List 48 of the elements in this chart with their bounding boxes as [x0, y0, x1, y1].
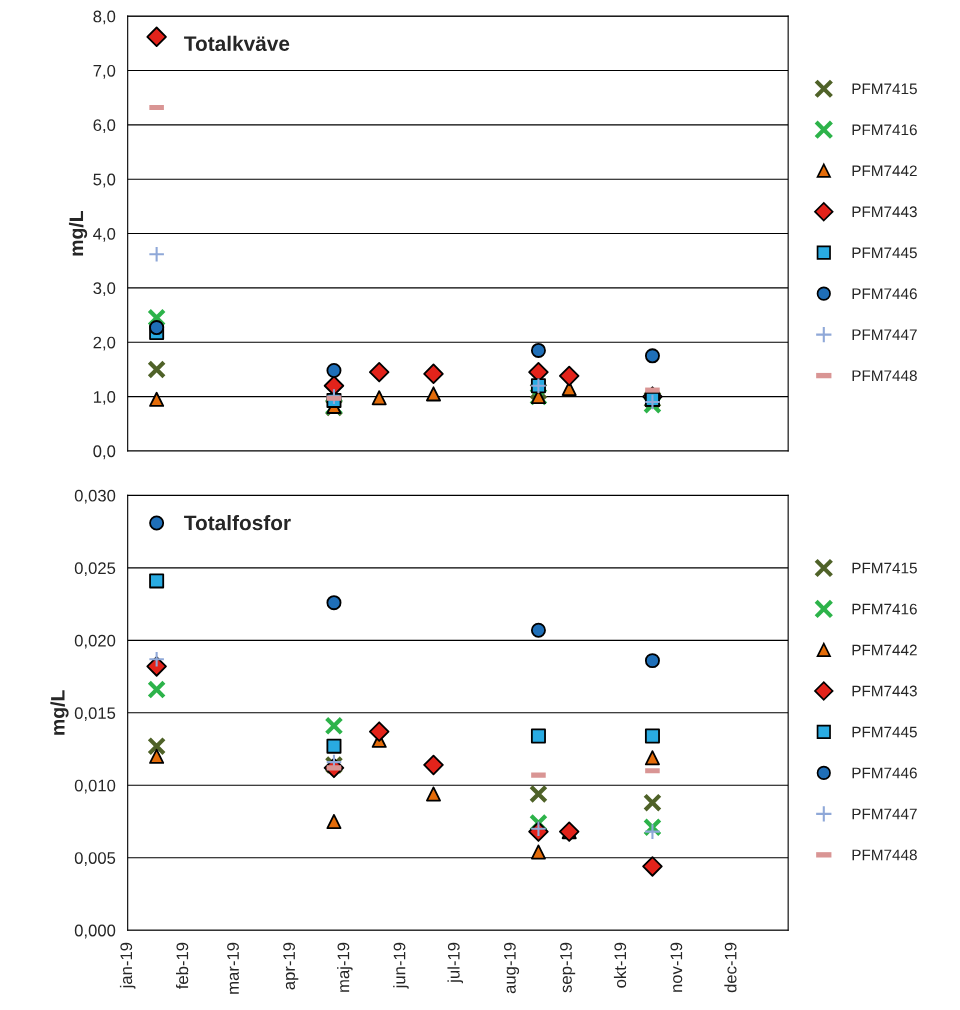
y-tick-label: 0,005 [74, 852, 116, 866]
legend-label: PFM7415 [852, 83, 917, 95]
legend-label: PFM7448 [852, 849, 917, 861]
x-tick-label: feb-19 [176, 942, 189, 990]
y-tick-label: 0,000 [74, 924, 116, 939]
x-tick-label: mar-19 [227, 942, 239, 994]
x-tick-label: dec-19 [724, 942, 737, 993]
x-tick-label: aug-19 [503, 942, 520, 994]
legend-label: PFM7445 [852, 726, 917, 738]
y-tick-label: 1,0 [93, 391, 116, 405]
y-tick-label: 8,0 [93, 10, 116, 25]
x-tick-label: maj-19 [337, 942, 353, 992]
text: Totalkväve [184, 35, 290, 52]
y-tick-label: 2,0 [93, 336, 116, 351]
y-axis-title: mg/L [50, 690, 69, 735]
y-tick-label: 0,025 [74, 562, 116, 577]
legend-label: PFM7446 [852, 767, 917, 779]
y-axis-title: mg/L [68, 210, 88, 256]
x-tick-label: okt-19 [613, 942, 627, 988]
y-tick-label: 5,0 [93, 173, 116, 188]
x-tick-label: jul-19 [447, 942, 463, 984]
y-tick-label: 0,015 [74, 707, 116, 721]
legend-label: PFM7445 [852, 247, 917, 259]
y-tick-label: 0,010 [74, 779, 116, 794]
y-tick-label: 6,0 [93, 119, 116, 134]
legend-label: PFM7415 [852, 562, 917, 574]
y-tick-label: 7,0 [93, 64, 116, 79]
legend-label: PFM7442 [852, 165, 917, 177]
legend-label: PFM7416 [852, 603, 917, 615]
x-tick-label: jan-19 [119, 942, 136, 989]
y-tick-label: 0,030 [74, 489, 116, 504]
x-tick-label: jun-19 [393, 942, 409, 989]
legend-label: PFM7442 [852, 644, 917, 656]
legend-label: PFM7446 [852, 288, 917, 300]
legend-label: PFM7416 [852, 124, 917, 136]
y-tick-label: 0,0 [93, 445, 116, 460]
y-tick-label: 4,0 [93, 227, 116, 242]
legend-label: PFM7443 [852, 685, 917, 697]
y-tick-label: 3,0 [93, 282, 116, 297]
legend-label: PFM7448 [852, 370, 917, 382]
text: Totalfosfor [184, 514, 291, 531]
y-tick-label: 0,020 [74, 634, 116, 649]
legend-label: PFM7443 [852, 206, 917, 218]
legend-label: PFM7447 [852, 808, 917, 820]
x-tick-label: sep-19 [560, 942, 576, 993]
x-tick-label: apr-19 [283, 942, 299, 990]
x-tick-label: nov-19 [670, 942, 683, 992]
legend-label: PFM7447 [852, 329, 917, 340]
